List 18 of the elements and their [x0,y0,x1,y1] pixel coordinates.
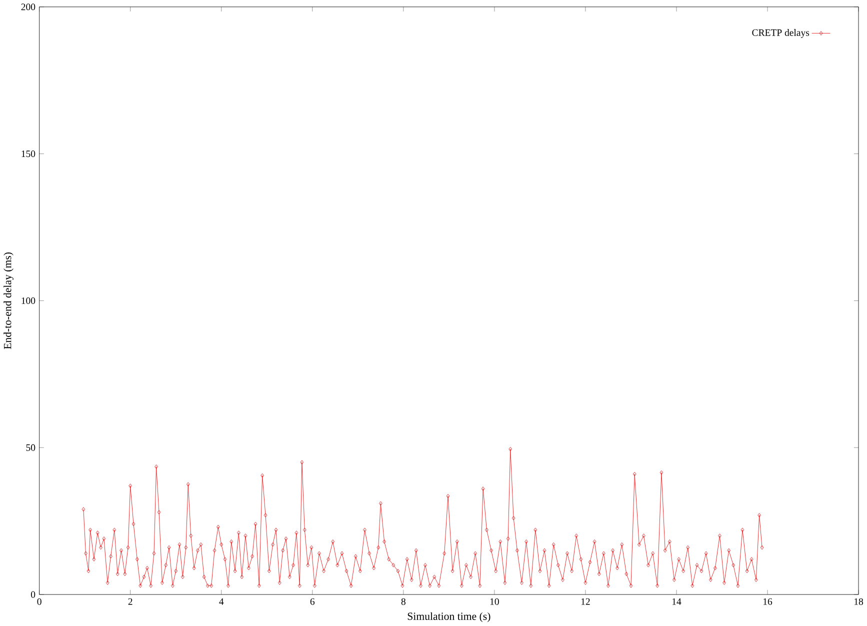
y-tick-label: 200 [21,4,36,10]
x-tick-label: 0 [37,598,42,606]
y-axis-title: End-to-end delay (ms) [4,252,14,350]
x-tick-label: 6 [310,598,315,606]
x-tick-label: 2 [128,598,132,605]
y-tick-label: 150 [22,150,36,158]
legend-label: CRETP delays [752,29,810,38]
x-axis-title: Simulation time (s) [408,612,490,622]
y-tick-label: 0 [31,591,36,598]
y-tick-label: 100 [22,298,36,304]
x-tick-label: 10 [490,598,499,606]
x-tick-label: 4 [219,598,224,605]
x-tick-label: 14 [672,598,682,605]
x-tick-label: 16 [763,598,772,606]
y-tick-label: 50 [26,444,36,452]
x-tick-label: 12 [581,598,590,605]
x-tick-label: 8 [401,598,406,606]
x-tick-label: 18 [854,598,864,606]
